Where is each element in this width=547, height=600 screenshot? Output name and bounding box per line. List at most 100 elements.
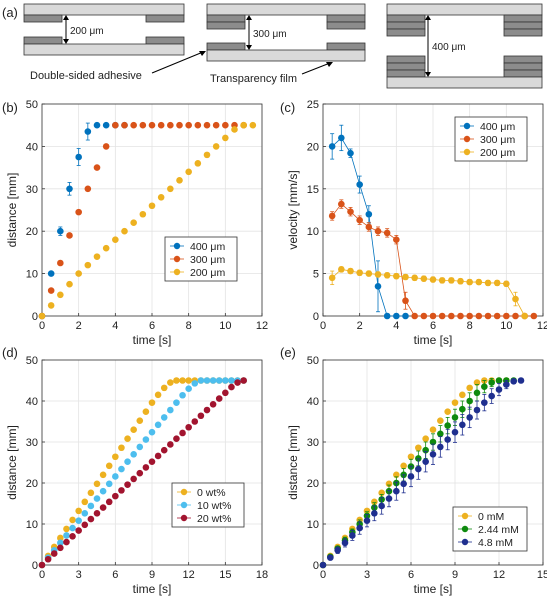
legend-label: 200 μm bbox=[480, 147, 515, 159]
data-point bbox=[215, 377, 223, 384]
legend-label: 4.8 mM bbox=[478, 537, 513, 549]
legend-marker bbox=[461, 538, 469, 546]
data-point bbox=[121, 227, 128, 235]
data-point bbox=[157, 193, 165, 201]
data-point bbox=[87, 502, 95, 510]
data-point bbox=[407, 453, 415, 461]
film-bottom bbox=[386, 76, 543, 89]
data-point bbox=[481, 383, 488, 390]
data-point bbox=[118, 444, 125, 452]
data-point bbox=[400, 480, 407, 488]
series-1 bbox=[328, 199, 538, 320]
data-point bbox=[203, 121, 211, 129]
y-tick-label: 30 bbox=[307, 437, 319, 449]
series-2 bbox=[38, 121, 257, 320]
data-point bbox=[102, 244, 110, 252]
data-point bbox=[130, 219, 137, 227]
x-tick-label: 9 bbox=[149, 569, 155, 581]
x-tick-label: 0 bbox=[320, 569, 326, 581]
data-point bbox=[84, 185, 92, 193]
data-point bbox=[328, 274, 336, 282]
data-point bbox=[112, 473, 119, 480]
data-point bbox=[228, 383, 235, 391]
legend-marker bbox=[180, 501, 188, 509]
data-point bbox=[209, 377, 217, 384]
data-point bbox=[93, 253, 101, 260]
data-point bbox=[328, 143, 336, 150]
data-point bbox=[466, 397, 473, 405]
data-point bbox=[466, 414, 473, 421]
panel-label-a: (a) bbox=[2, 5, 18, 20]
data-point bbox=[57, 259, 64, 267]
data-point bbox=[167, 406, 174, 414]
legend-marker bbox=[180, 514, 188, 522]
x-tick-label: 3 bbox=[364, 569, 370, 581]
data-point bbox=[148, 202, 156, 210]
data-point bbox=[422, 446, 429, 454]
data-point bbox=[69, 524, 76, 532]
data-point bbox=[475, 312, 483, 320]
data-point bbox=[510, 378, 517, 385]
data-point bbox=[473, 389, 481, 397]
data-point bbox=[173, 435, 180, 443]
data-point bbox=[136, 443, 144, 451]
legend-label: 0 mM bbox=[478, 511, 504, 523]
data-point bbox=[167, 185, 174, 193]
data-point bbox=[328, 212, 336, 220]
data-point bbox=[475, 278, 483, 286]
adhesive-layer bbox=[503, 21, 543, 30]
adhesive-layer bbox=[326, 21, 366, 30]
data-point bbox=[148, 399, 156, 406]
legend: 0 wt%10 wt%20 wt% bbox=[171, 482, 245, 528]
data-point bbox=[512, 295, 519, 303]
data-point bbox=[371, 510, 378, 517]
legend-marker bbox=[461, 525, 469, 533]
y-axis-label: distance [mm] bbox=[286, 425, 300, 500]
data-point bbox=[185, 168, 192, 176]
data-point bbox=[512, 312, 519, 320]
x-tick-label: 2 bbox=[357, 320, 363, 332]
chart-panel-c: (c) 0 2 4 6 8 10 12 0 5 10 15 20 25 time [s] velocity [… bbox=[280, 99, 547, 347]
data-point bbox=[437, 417, 444, 424]
data-point bbox=[422, 435, 429, 443]
data-point bbox=[493, 312, 501, 320]
y-tick-label: 20 bbox=[307, 141, 319, 153]
data-point bbox=[185, 377, 192, 384]
data-point bbox=[457, 277, 464, 285]
y-axis-label: distance [mm] bbox=[5, 425, 19, 500]
adhesive-layer bbox=[23, 14, 63, 23]
data-point bbox=[374, 283, 382, 290]
data-point bbox=[484, 279, 492, 287]
data-point bbox=[385, 480, 393, 488]
adhesive-layer bbox=[386, 21, 426, 30]
x-tick-label: 6 bbox=[149, 320, 155, 332]
adhesive-layer bbox=[145, 14, 185, 23]
data-point bbox=[118, 465, 125, 473]
adhesive-layer bbox=[503, 62, 543, 71]
data-point bbox=[63, 532, 70, 539]
schematic-400um: 400 μm bbox=[386, 3, 543, 89]
data-point bbox=[93, 480, 101, 488]
data-point bbox=[142, 408, 150, 415]
data-point bbox=[402, 297, 409, 305]
data-point bbox=[383, 271, 391, 279]
data-point bbox=[157, 121, 165, 129]
legend-label: 400 μm bbox=[480, 121, 515, 133]
data-point bbox=[179, 377, 186, 384]
data-point bbox=[102, 143, 110, 150]
data-point bbox=[240, 377, 247, 384]
data-point bbox=[517, 377, 525, 384]
data-point bbox=[194, 121, 202, 129]
x-tick-label: 12 bbox=[493, 569, 505, 581]
data-point bbox=[234, 379, 241, 386]
data-point bbox=[438, 277, 446, 284]
data-point bbox=[63, 538, 70, 546]
panel-label: (b) bbox=[2, 100, 18, 115]
y-tick-label: 50 bbox=[26, 99, 38, 111]
data-point bbox=[349, 532, 356, 539]
data-point bbox=[185, 423, 192, 431]
y-axis-label: velocity [mm/s] bbox=[286, 170, 300, 249]
data-point bbox=[197, 377, 205, 384]
data-point bbox=[488, 379, 495, 386]
data-point bbox=[124, 481, 131, 488]
